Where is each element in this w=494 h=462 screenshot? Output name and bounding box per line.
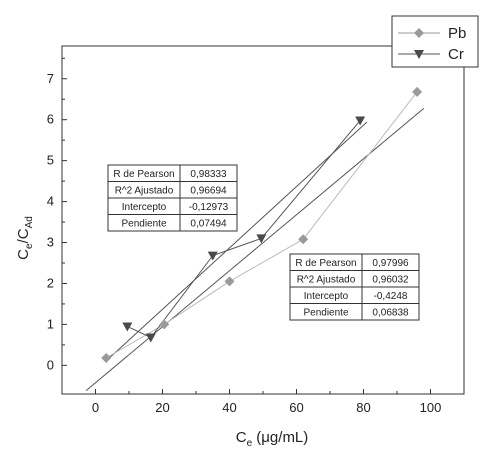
x-tick-label: 60: [289, 400, 303, 415]
stat-label: Intercepto: [122, 202, 167, 213]
legend-marker-pb: [414, 28, 424, 38]
fit-lines: [85, 107, 425, 391]
y-axis-title-slash: /C: [15, 228, 32, 243]
data-markers: [101, 86, 423, 363]
data-point-pb: [298, 234, 309, 245]
stat-label: Pendiente: [303, 308, 348, 319]
y-axis-title-sub1: e: [24, 243, 35, 249]
stat-tables: R de Pearson 0,98333 R^2 Ajustado 0,96694 In…: [107, 164, 420, 321]
stat-label: R^2 Ajustado: [297, 275, 356, 286]
data-point-cr: [122, 322, 133, 332]
data-point-pb: [159, 319, 170, 330]
x-axis-title: Ce (μg/mL): [236, 429, 309, 449]
stat-label: Pendiente: [121, 219, 166, 230]
stat-value: -0,4248: [374, 291, 408, 302]
x-tick-label: 100: [420, 400, 442, 415]
x-axis-title-sub: e: [247, 438, 253, 449]
y-axis-title-sub2: Ad: [24, 216, 35, 228]
stat-label: Intercepto: [304, 291, 349, 302]
stat-value: -0,12973: [189, 202, 229, 213]
y-tick-label: 6: [47, 112, 54, 127]
y-axis-title: Ce/CAd: [15, 216, 35, 260]
stat-value: 0,98333: [190, 169, 227, 180]
stat-value: 0,96032: [372, 275, 409, 286]
y-tick-label: 3: [47, 235, 54, 250]
x-tick-label: 40: [222, 400, 236, 415]
legend-label-pb: Pb: [448, 25, 466, 42]
data-point-cr: [355, 116, 366, 126]
legend-label-cr: Cr: [448, 46, 464, 63]
x-tick-label: 80: [356, 400, 370, 415]
y-tick-label: 7: [47, 71, 54, 86]
x-tick-label: 0: [92, 400, 99, 415]
x-axis-title-unit: (μg/mL): [252, 429, 308, 446]
y-tick-label: 0: [47, 357, 54, 372]
stat-value: 0,96694: [190, 186, 227, 197]
y-tick-label: 5: [47, 153, 54, 168]
x-axis-title-main: C: [236, 429, 247, 446]
x-tick-label: 20: [155, 400, 169, 415]
legend-box: [391, 15, 479, 68]
stat-value: 0,97996: [372, 258, 409, 269]
stat-value: 0,07494: [190, 219, 227, 230]
data-point-pb: [101, 352, 112, 363]
legend: Pb Cr: [391, 15, 479, 68]
y-tick-label: 4: [47, 194, 54, 209]
fit-line-cr: [106, 121, 368, 361]
data-point-pb: [224, 276, 235, 287]
stat-label: R de Pearson: [295, 258, 356, 269]
stat-label: R de Pearson: [113, 169, 174, 180]
stat-label: R^2 Ajustado: [115, 186, 174, 197]
y-tick-label: 2: [47, 275, 54, 290]
stat-value: 0,06838: [372, 308, 409, 319]
legend-marker-cr: [414, 50, 424, 59]
data-point-pb: [412, 86, 423, 97]
data-point-cr: [145, 333, 156, 343]
axis-ticks: 0 20 40 60 80 100 0 1 2 3 4 5 6 7: [47, 57, 442, 415]
data-point-cr: [207, 251, 218, 261]
y-axis-title-main: C: [15, 249, 32, 260]
data-point-cr: [256, 234, 267, 244]
y-tick-label: 1: [47, 316, 54, 331]
fit-line-pb: [85, 107, 425, 391]
